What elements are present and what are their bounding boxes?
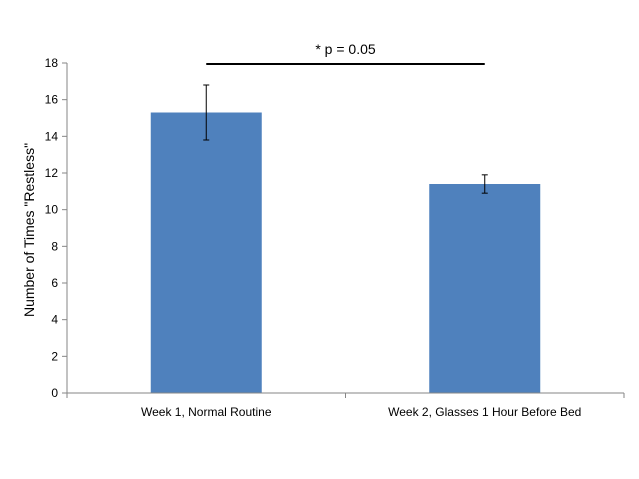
bar (150, 112, 262, 393)
error-bars (203, 84, 488, 194)
y-tick-label: 2 (51, 349, 58, 363)
y-tick-label: 8 (51, 239, 58, 253)
significance-annotation: * p = 0.05 (315, 41, 376, 57)
y-tick-label: 12 (45, 166, 59, 180)
x-category-label: Week 1, Normal Routine (141, 405, 272, 419)
y-tick-label: 6 (51, 276, 58, 290)
y-axis-ticks: 0 2 4 6 8 10 12 14 16 18 (45, 56, 67, 400)
y-tick-label: 16 (45, 93, 59, 107)
x-category-label: Week 2, Glasses 1 Hour Before Bed (388, 405, 581, 419)
bars (150, 112, 541, 393)
y-axis-title: Number of Times "Restless" (21, 143, 37, 317)
y-tick-label: 14 (45, 129, 59, 143)
x-axis-ticks (66, 393, 625, 398)
y-tick-label: 0 (51, 386, 58, 400)
bar (429, 184, 541, 393)
y-tick-label: 18 (45, 56, 59, 70)
y-tick-label: 10 (45, 203, 59, 217)
y-tick-label: 4 (51, 313, 58, 327)
x-axis-labels: Week 1, Normal Routine Week 2, Glasses 1 … (141, 405, 581, 419)
